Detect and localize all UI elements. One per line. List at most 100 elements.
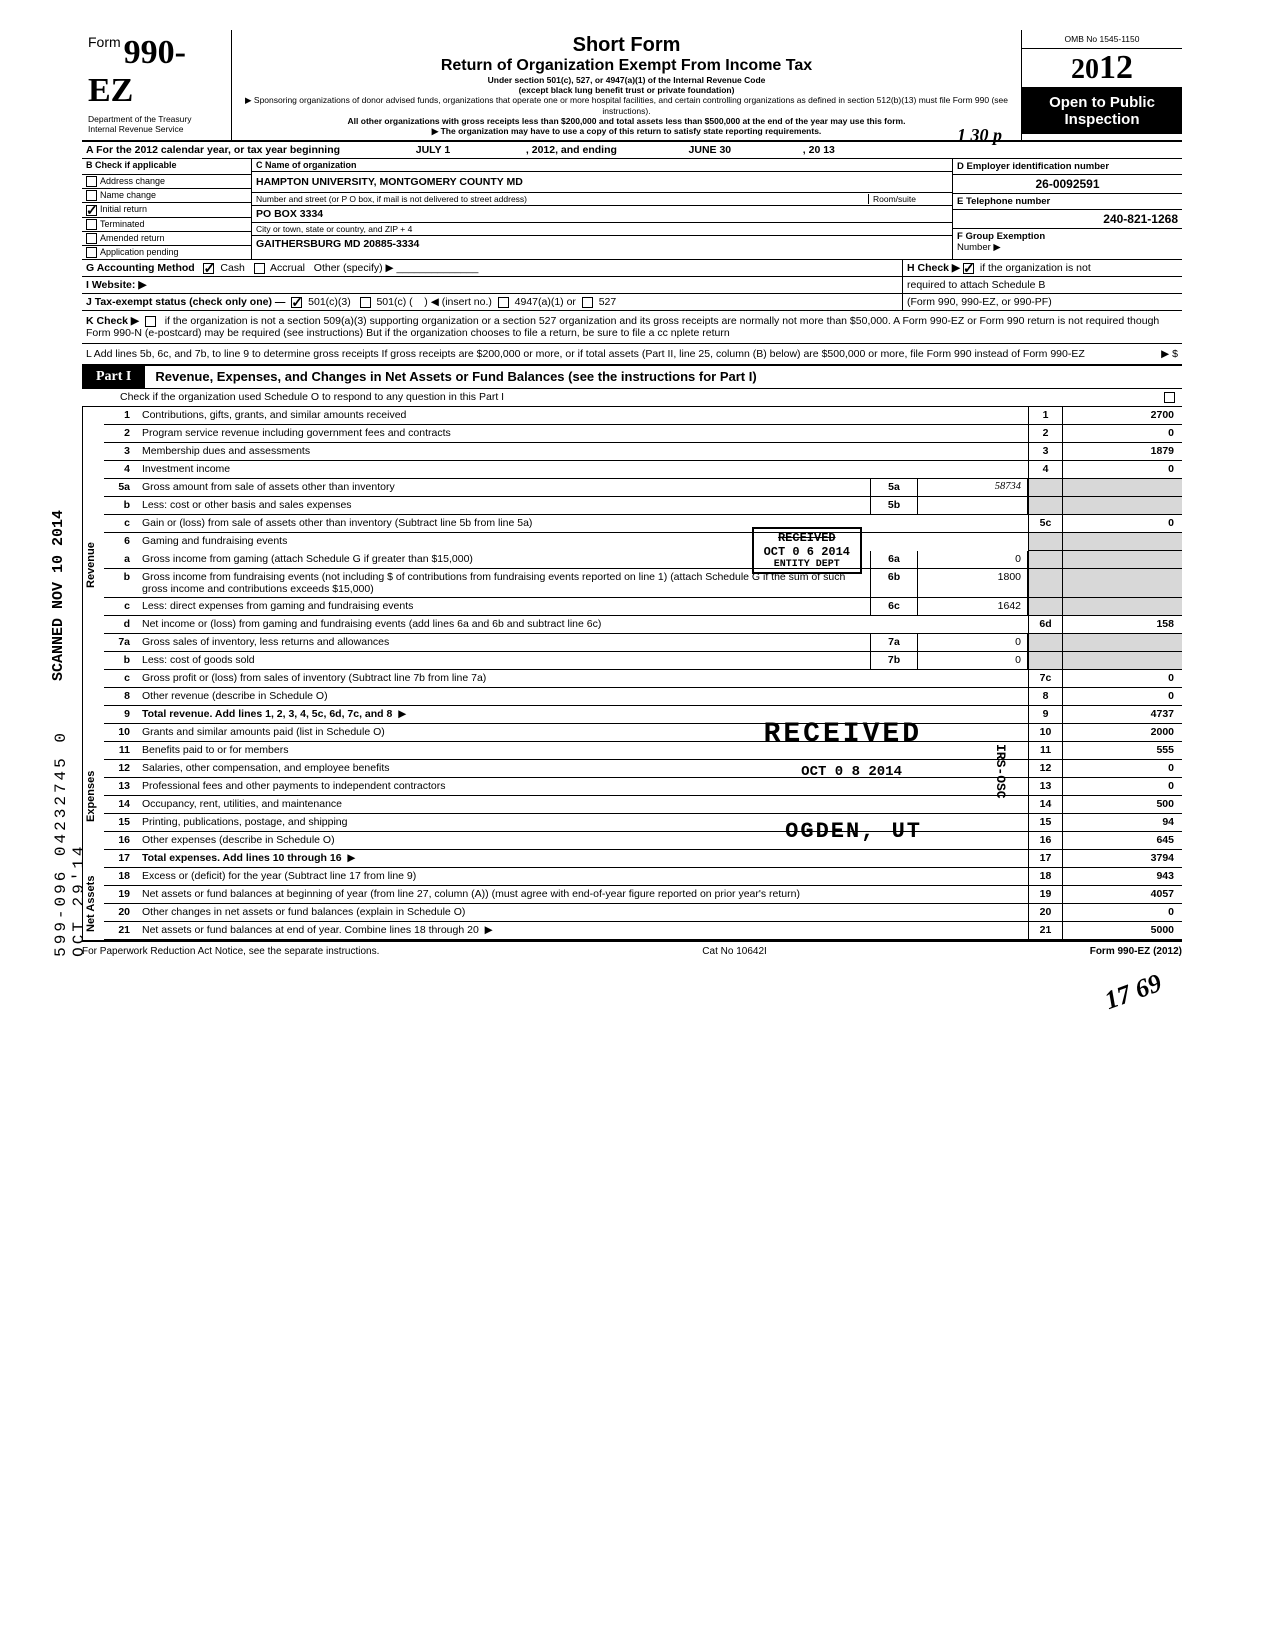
part-i-check: Check if the organization used Schedule … [116,389,1162,406]
chk-4947[interactable] [498,297,509,308]
ln2-box: 2 [1028,425,1062,442]
f-label: F Group Exemption [957,231,1045,242]
ln21-n: 21 [104,922,138,939]
j-b: 501(c) ( [376,296,412,308]
l-arrow: ▶ $ [1098,348,1178,360]
ln2-d: Program service revenue including govern… [142,427,451,439]
ln3-n: 3 [104,443,138,460]
form-prefix: Form [88,34,121,50]
ln6a-mamt: 0 [918,551,1028,568]
ln6d-box: 6d [1028,616,1062,633]
dept-label: Department of the Treasury [88,114,225,124]
ln20-box: 20 [1028,904,1062,921]
ln15-n: 15 [104,814,138,831]
ln1-n: 1 [104,407,138,424]
line-a-yr: , 20 13 [803,144,835,156]
ln6c-n: c [104,598,138,615]
room-label: Room/suite [868,194,948,204]
ln18-amt: 943 [1062,868,1182,885]
chk-initial[interactable] [86,205,97,216]
k-text: if the organization is not a section 509… [86,315,1159,339]
chk-501c[interactable] [360,297,371,308]
city-label: City or town, state or country, and ZIP … [252,223,952,236]
open-public: Open to Public [1026,94,1178,111]
sponsor1: ▶ Sponsoring organizations of donor advi… [238,95,1015,115]
chk-amend[interactable] [86,233,97,244]
ln7a-d: Gross sales of inventory, less returns a… [142,636,389,648]
ln19-box: 19 [1028,886,1062,903]
b-item-2: Initial return [100,204,147,214]
ln21-amt: 5000 [1062,922,1182,939]
ln6-d: Gaming and fundraising events [142,535,287,547]
ln7b-mamt: 0 [918,652,1028,669]
f-sub: Number ▶ [957,242,1001,253]
irs-label: Internal Revenue Service [88,124,225,134]
line-k: K Check ▶ if the organization is not a s… [82,311,1182,344]
b-item-5: Application pending [100,247,179,257]
ln11-box: 11 [1028,742,1062,759]
ln6d-n: d [104,616,138,633]
j-a: 501(c)(3) [308,296,351,308]
city-value: GAITHERSBURG MD 20885-3334 [252,236,952,252]
ln5c-box: 5c [1028,515,1062,532]
footer-left: For Paperwork Reduction Act Notice, see … [82,946,379,957]
ln15-amt: 94 [1062,814,1182,831]
ein: 26-0092591 [953,175,1182,194]
chk-parti[interactable] [1164,392,1175,403]
ln11-n: 11 [104,742,138,759]
ln1-amt: 2700 [1062,407,1182,424]
ln3-d: Membership dues and assessments [142,445,310,457]
ln5b-d: Less: cost or other basis and sales expe… [142,499,352,511]
ln6b-mamt: 1800 [918,569,1028,597]
chk-h[interactable] [963,263,974,274]
chk-pending[interactable] [86,247,97,258]
ln1-box: 1 [1028,407,1062,424]
section-bcd: B Check if applicable Address change Nam… [82,159,1182,260]
ln6c-d: Less: direct expenses from gaming and fu… [142,600,413,612]
d-label: D Employer identification number [957,161,1109,172]
ln8-n: 8 [104,688,138,705]
ln6a-d: Gross income from gaming (attach Schedul… [142,553,473,565]
ln9-n: 9 [104,706,138,723]
footer-formno: 990-EZ [1118,946,1151,957]
chk-k[interactable] [145,316,156,327]
chk-term[interactable] [86,219,97,230]
j-c: ) ◀ (insert no.) [424,296,492,308]
part-i-tab: Part I [82,366,145,388]
chk-527[interactable] [582,297,593,308]
ln19-amt: 4057 [1062,886,1182,903]
chk-address[interactable] [86,176,97,187]
ln5c-n: c [104,515,138,532]
ln6a-n: a [104,551,138,568]
chk-501c3[interactable] [291,297,302,308]
ln4-n: 4 [104,461,138,478]
ln5a-d: Gross amount from sale of assets other t… [142,481,395,493]
ln8-box: 8 [1028,688,1062,705]
chk-accrual[interactable] [254,263,265,274]
b-item-3: Terminated [100,219,145,229]
ln8-d: Other revenue (describe in Schedule O) [142,690,328,702]
ln10-amt: 2000 [1062,724,1182,741]
sidelabel-expenses: Expenses [82,724,104,868]
ln5a-n: 5a [104,479,138,496]
chk-name[interactable] [86,190,97,201]
ln6d-amt: 158 [1062,616,1182,633]
ln6d-d: Net income or (loss) from gaming and fun… [142,618,601,630]
ln14-d: Occupancy, rent, utilities, and maintena… [142,798,342,810]
ln5b-n: b [104,497,138,514]
ln9-d: Total revenue. Add lines 1, 2, 3, 4, 5c,… [142,708,392,720]
part-i-header: Part I Revenue, Expenses, and Changes in… [82,365,1182,389]
netassets-block: Net Assets 18Excess or (deficit) for the… [82,868,1182,940]
org-name: HAMPTON UNIVERSITY, MONTGOMERY COUNTY MD [252,172,952,193]
ln18-d: Excess or (deficit) for the year (Subtra… [142,870,416,882]
chk-cash[interactable] [203,263,214,274]
sidelabel-net: Net Assets [82,868,104,940]
ln14-amt: 500 [1062,796,1182,813]
e-label: E Telephone number [957,196,1050,207]
ln12-amt: 0 [1062,760,1182,777]
expenses-block: Expenses 10Grants and similar amounts pa… [82,724,1182,868]
ln7c-n: c [104,670,138,687]
subtitle1: Under section 501(c), 527, or 4947(a)(1)… [238,75,1015,85]
j-d: 4947(a)(1) or [515,296,576,308]
ln19-d: Net assets or fund balances at beginning… [142,888,800,900]
